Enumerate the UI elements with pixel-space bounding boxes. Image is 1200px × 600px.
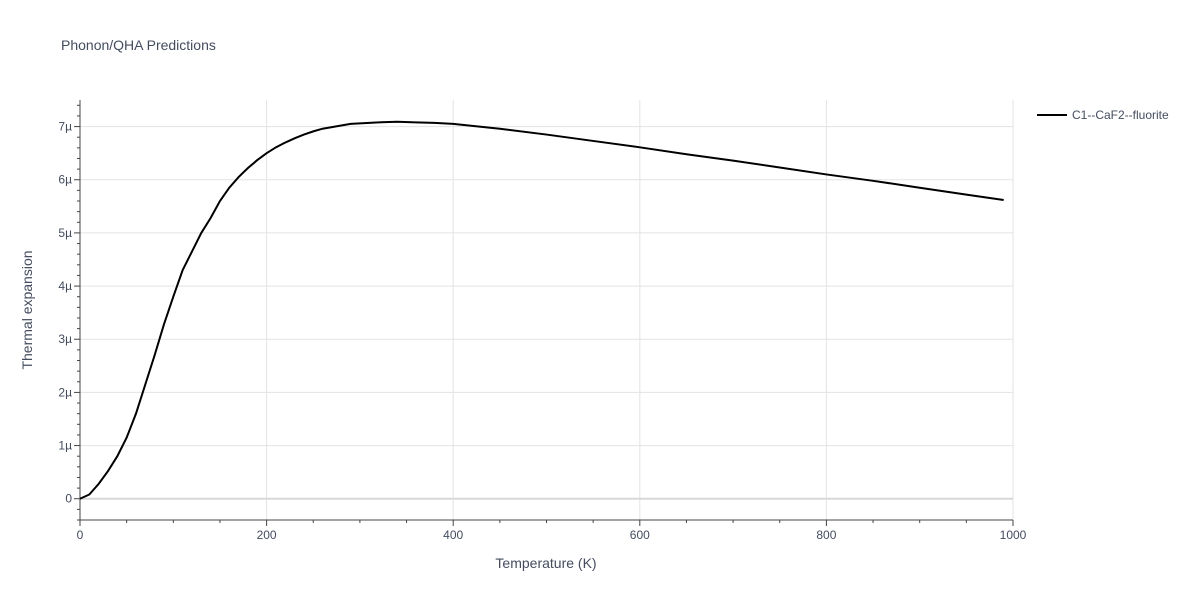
y-axis-title: Thermal expansion [19,250,35,369]
x-tick-label: 800 [816,528,836,542]
y-tick-label: 2µ [58,385,72,399]
grid [80,100,1014,520]
y-tick-label: 5µ [58,226,72,240]
legend-label: C1--CaF2--fluorite [1072,108,1169,122]
series-line [79,120,1004,500]
legend[interactable]: C1--CaF2--fluorite [1037,108,1169,122]
y-tick-label: 6µ [58,173,72,187]
x-tick-label: 1000 [1000,528,1027,542]
y-tick-label: 4µ [58,279,72,293]
x-tick-label: 400 [443,528,463,542]
x-tick-label: 200 [257,528,277,542]
x-tick-label: 0 [77,528,84,542]
y-tick-label: 7µ [58,120,72,134]
x-tick-label: 600 [630,528,650,542]
y-tick-label: 1µ [58,439,72,453]
tick-labels: 0 200 400 600 800 1000 0 1µ 2µ 3µ 4µ 5µ 6µ 7µ [58,120,1026,542]
plot-area [79,120,1004,500]
x-axis-title: Temperature (K) [495,555,596,571]
y-tick-label: 0 [65,492,72,506]
chart-title: Phonon/QHA Predictions [61,37,216,53]
y-tick-label: 3µ [58,332,72,346]
axes [74,100,1014,526]
